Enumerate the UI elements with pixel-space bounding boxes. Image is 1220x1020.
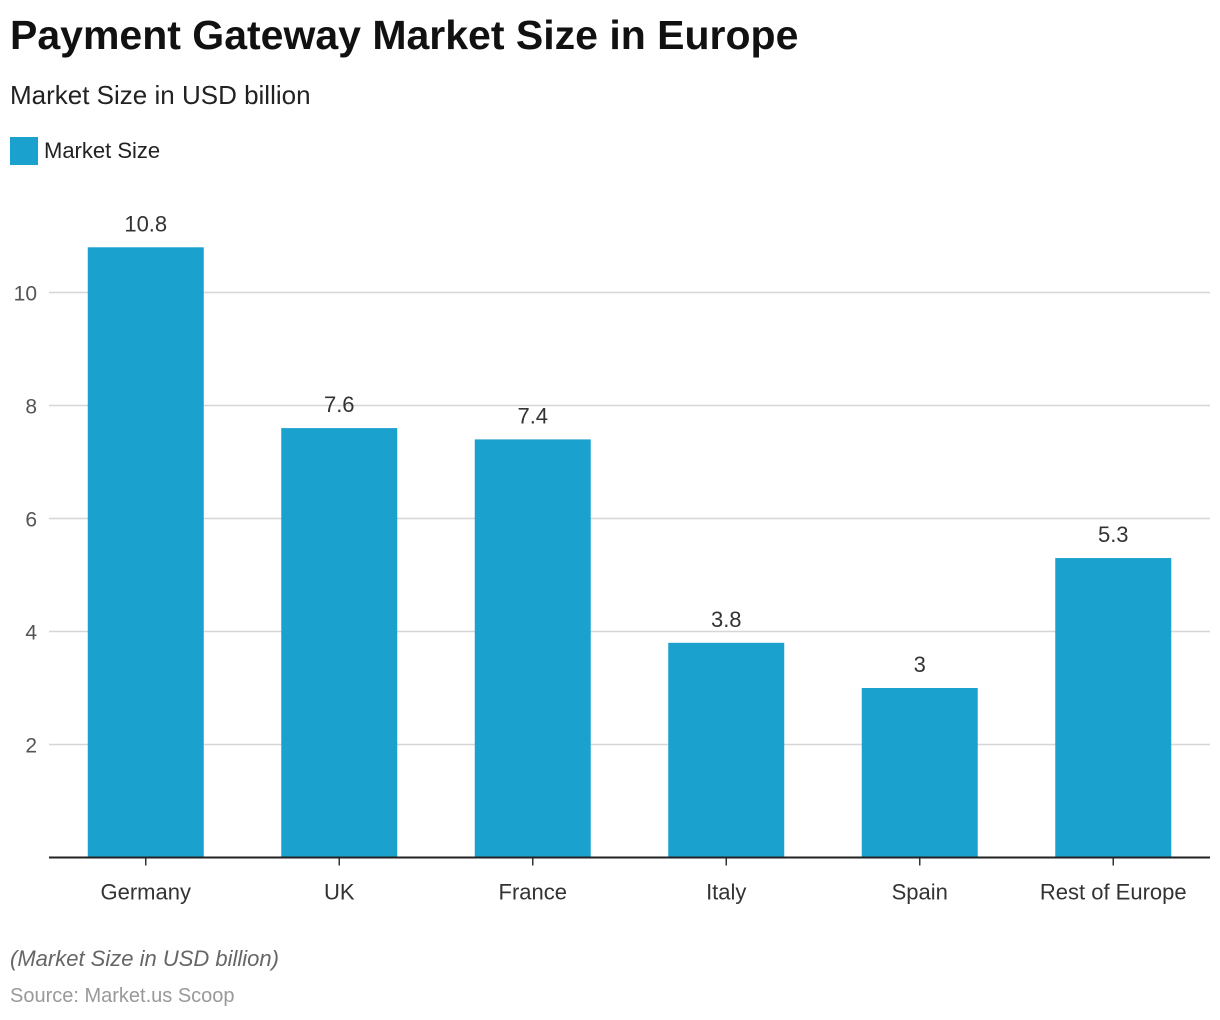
x-tick-label: Italy	[706, 880, 746, 905]
bar-italy	[668, 642, 785, 858]
x-tick-label: UK	[324, 880, 355, 905]
bar-germany	[87, 247, 204, 858]
chart-title: Payment Gateway Market Size in Europe	[10, 12, 799, 58]
data-label: 10.8	[124, 211, 167, 236]
data-label: 3	[914, 652, 926, 677]
legend-swatch	[10, 137, 38, 165]
x-tick-label: Rest of Europe	[1040, 880, 1187, 905]
y-tick-label: 6	[25, 509, 37, 532]
y-tick-label: 10	[14, 283, 37, 306]
legend-label: Market Size	[44, 138, 161, 163]
data-label: 7.6	[324, 392, 355, 417]
data-label: 7.4	[517, 403, 548, 428]
y-tick-label: 4	[25, 622, 37, 645]
y-tick-label: 8	[25, 396, 37, 419]
data-label: 3.8	[711, 607, 742, 632]
bar-spain	[861, 688, 978, 858]
bar-rest-of-europe	[1055, 558, 1172, 858]
y-tick-label: 2	[25, 735, 37, 758]
footer-note: (Market Size in USD billion)	[10, 946, 279, 971]
x-tick-label: France	[499, 880, 567, 905]
legend: Market Size	[10, 137, 160, 165]
x-tick-label: Germany	[101, 880, 191, 905]
chart-subtitle: Market Size in USD billion	[10, 80, 311, 110]
bar-france	[474, 439, 591, 858]
source-link[interactable]: Source: Market.us Scoop	[10, 985, 235, 1007]
x-tick-label: Spain	[892, 880, 948, 905]
data-label: 5.3	[1098, 522, 1129, 547]
bar-uk	[281, 428, 398, 858]
